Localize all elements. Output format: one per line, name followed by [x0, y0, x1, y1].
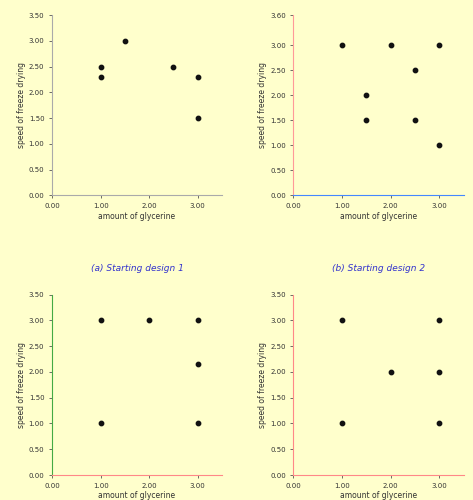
Point: [194, 316, 201, 324]
Point: [194, 420, 201, 428]
Point: [363, 91, 370, 99]
Point: [194, 360, 201, 368]
Point: [387, 368, 394, 376]
Point: [97, 73, 105, 81]
Text: (b) Starting design 2: (b) Starting design 2: [332, 264, 425, 273]
Point: [411, 66, 419, 74]
X-axis label: amount of glycerine: amount of glycerine: [340, 492, 417, 500]
X-axis label: amount of glycerine: amount of glycerine: [98, 212, 175, 221]
Point: [363, 116, 370, 124]
Text: (a) Starting design 1: (a) Starting design 1: [91, 264, 184, 273]
Point: [338, 316, 346, 324]
Point: [411, 116, 419, 124]
Point: [436, 41, 443, 49]
Point: [338, 420, 346, 428]
Point: [338, 41, 346, 49]
Y-axis label: speed of freeze drying: speed of freeze drying: [258, 62, 267, 148]
X-axis label: amount of glycerine: amount of glycerine: [340, 212, 417, 221]
Point: [387, 41, 394, 49]
Y-axis label: speed of freeze drying: speed of freeze drying: [258, 342, 267, 428]
Point: [97, 420, 105, 428]
Y-axis label: speed of freeze drying: speed of freeze drying: [17, 62, 26, 148]
Y-axis label: speed of freeze drying: speed of freeze drying: [17, 342, 26, 428]
Point: [170, 62, 177, 70]
Point: [436, 368, 443, 376]
Point: [436, 316, 443, 324]
Point: [436, 420, 443, 428]
Point: [97, 316, 105, 324]
X-axis label: amount of glycerine: amount of glycerine: [98, 492, 175, 500]
Point: [436, 142, 443, 150]
Point: [194, 114, 201, 122]
Point: [194, 73, 201, 81]
Point: [121, 37, 129, 45]
Point: [145, 316, 153, 324]
Point: [97, 62, 105, 70]
